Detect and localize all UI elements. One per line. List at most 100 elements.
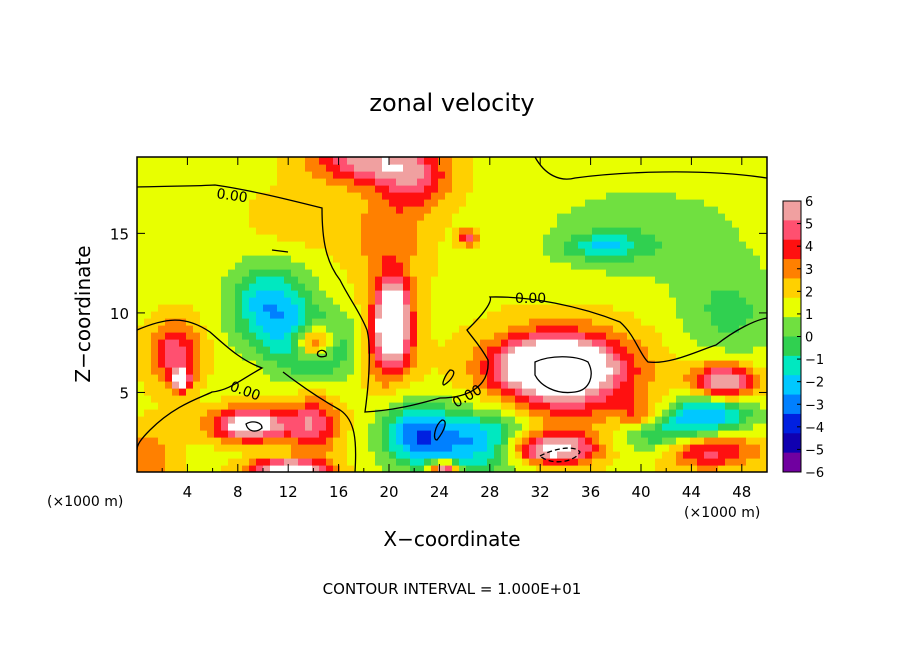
field-cell — [480, 276, 488, 284]
field-cell — [193, 409, 201, 417]
field-cell — [655, 276, 663, 284]
field-cell — [585, 178, 593, 186]
field-cell — [235, 409, 243, 417]
field-cell — [480, 416, 488, 424]
field-cell — [655, 192, 663, 200]
field-cell — [704, 185, 712, 193]
field-cell — [277, 318, 285, 326]
field-cell — [424, 248, 432, 256]
field-cell — [655, 297, 663, 305]
field-cell — [501, 262, 509, 270]
field-cell — [739, 290, 747, 298]
field-cell — [725, 171, 733, 179]
field-cell — [606, 332, 614, 340]
field-cell — [165, 423, 173, 431]
field-cell — [354, 444, 362, 452]
field-cell — [375, 178, 383, 186]
field-cell — [186, 339, 194, 347]
field-cell — [158, 283, 166, 291]
field-cell — [256, 332, 264, 340]
field-cell — [361, 269, 369, 277]
field-cell — [466, 409, 474, 417]
field-cell — [515, 402, 523, 410]
field-cell — [193, 332, 201, 340]
field-cell — [137, 192, 145, 200]
field-cell — [298, 213, 306, 221]
field-cell — [431, 213, 439, 221]
field-cell — [144, 192, 152, 200]
field-cell — [179, 374, 187, 382]
field-cell — [550, 304, 558, 312]
field-cell — [655, 416, 663, 424]
field-cell — [683, 192, 691, 200]
field-cell — [711, 262, 719, 270]
field-cell — [501, 234, 509, 242]
field-cell — [655, 220, 663, 228]
field-cell — [284, 276, 292, 284]
field-cell — [599, 297, 607, 305]
field-cell — [669, 304, 677, 312]
field-cell — [207, 465, 215, 472]
field-cell — [739, 297, 747, 305]
field-cell — [571, 458, 579, 466]
field-cell — [305, 241, 313, 249]
field-cell — [550, 374, 558, 382]
field-cell — [753, 430, 761, 438]
field-cell — [571, 290, 579, 298]
field-cell — [312, 311, 320, 319]
field-cell — [396, 346, 404, 354]
field-cell — [571, 262, 579, 270]
field-cell — [382, 220, 390, 228]
field-cell — [186, 206, 194, 214]
field-cell — [690, 206, 698, 214]
field-cell — [263, 465, 271, 472]
field-cell — [522, 465, 530, 472]
field-cell — [578, 367, 586, 375]
field-cell — [312, 178, 320, 186]
field-cell — [473, 332, 481, 340]
field-cell — [641, 255, 649, 263]
field-cell — [242, 311, 250, 319]
field-cell — [662, 199, 670, 207]
field-cell — [221, 451, 229, 459]
field-cell — [655, 332, 663, 340]
field-cell — [536, 206, 544, 214]
field-cell — [746, 206, 754, 214]
field-cell — [480, 311, 488, 319]
field-cell — [522, 227, 530, 235]
field-cell — [179, 171, 187, 179]
field-cell — [235, 318, 243, 326]
field-cell — [221, 283, 229, 291]
field-cell — [445, 395, 453, 403]
field-cell — [585, 290, 593, 298]
field-cell — [221, 269, 229, 277]
field-cell — [291, 367, 299, 375]
field-cell — [340, 423, 348, 431]
field-cell — [214, 465, 222, 472]
field-cell — [431, 332, 439, 340]
field-cell — [550, 395, 558, 403]
field-cell — [333, 255, 341, 263]
field-cell — [235, 332, 243, 340]
field-cell — [515, 164, 523, 172]
field-cell — [501, 367, 509, 375]
field-cell — [158, 297, 166, 305]
field-cell — [662, 332, 670, 340]
field-cell — [165, 290, 173, 298]
field-cell — [431, 374, 439, 382]
field-cell — [494, 430, 502, 438]
field-cell — [417, 318, 425, 326]
field-cell — [347, 367, 355, 375]
field-cell — [480, 304, 488, 312]
field-cell — [186, 227, 194, 235]
field-cell — [256, 241, 264, 249]
field-cell — [256, 199, 264, 207]
field-cell — [207, 353, 215, 361]
field-cell — [732, 402, 740, 410]
field-cell — [256, 339, 264, 347]
field-cell — [662, 164, 670, 172]
field-cell — [389, 171, 397, 179]
field-cell — [172, 234, 180, 242]
field-cell — [438, 185, 446, 193]
field-cell — [494, 374, 502, 382]
